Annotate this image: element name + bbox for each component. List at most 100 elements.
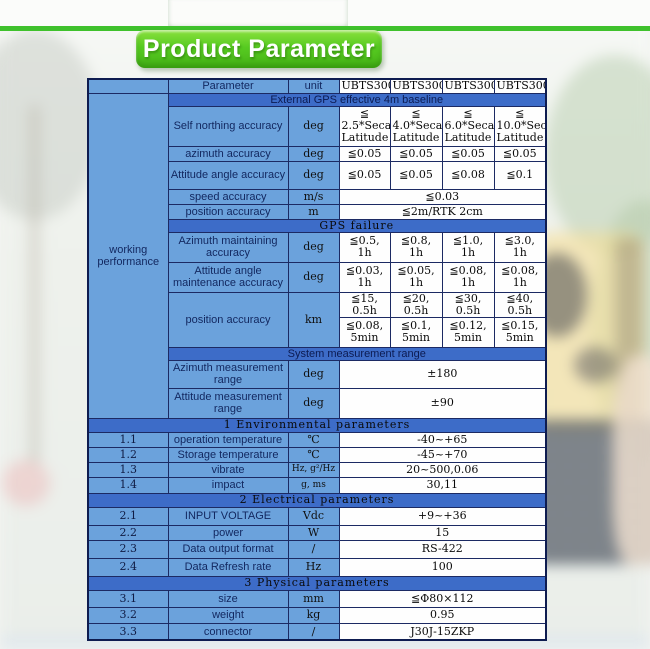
row-2-3: 2.3 Data output format / RS-422: [87, 539, 547, 559]
row-position-accuracy-m: position accuracy m ≦2m/RTK 2cm: [88, 203, 547, 220]
index-cell: 1.2: [87, 446, 169, 463]
index-cell: 2.2: [87, 524, 169, 541]
spec-table: Parameter unit UBTS300A UBTS300B UBTS300…: [87, 78, 547, 642]
index-cell: 1.3: [87, 461, 169, 478]
value-cell: ±180: [338, 359, 547, 389]
unit-cell: deg: [287, 160, 340, 190]
value-cell: ≦0.08, 5min: [338, 316, 391, 348]
row-self-northing: Self northing accuracy deg ≦2.5*Secant L…: [88, 105, 547, 147]
param-cell: Azimuth measurement range: [167, 359, 289, 389]
param-cell: position accuracy: [167, 291, 289, 348]
unit-cell: ℃: [287, 446, 340, 463]
value-cell: 30,11: [338, 476, 547, 494]
model-header-cell: UBTS300D: [493, 78, 547, 94]
unit-cell: Hz, g²/Hz: [287, 461, 340, 478]
green-tab: [168, 0, 348, 30]
unit-cell: deg: [287, 105, 340, 147]
value-cell: ≦0.05, 1h: [389, 261, 443, 293]
value-cell: ≦0.08, 1h: [493, 261, 547, 293]
param-cell: position accuracy: [167, 203, 289, 220]
unit-cell: /: [287, 539, 340, 559]
row-position-accuracy-km-2: ≦0.08, 5min ≦0.1, 5min ≦0.12, 5min ≦0.15…: [88, 316, 547, 348]
index-cell: 2.1: [87, 506, 169, 526]
row-position-accuracy-km-1: position accuracy km ≦15, 0.5h ≦20, 0.5h…: [88, 291, 547, 348]
row-1-2: 1.2 Storage temperature ℃ -45~+70: [87, 446, 547, 463]
unit-cell: m/s: [287, 188, 340, 205]
param-cell: operation temperature: [167, 431, 289, 448]
row-attitude-maintenance: Attitude angle maintenance accuracy deg …: [88, 261, 547, 293]
value-cell: ≦3.0, 1h: [493, 231, 547, 263]
unit-cell: deg: [287, 231, 340, 263]
parameter-header-cell: Parameter: [167, 78, 289, 94]
value-cell: ≦0.08, 1h: [441, 261, 495, 293]
param-cell: speed accuracy: [167, 188, 289, 205]
param-cell: INPUT VOLTAGE: [167, 506, 289, 526]
index-cell: 2.4: [87, 557, 169, 577]
row-3-1: 3.1 size mm ≦Φ80×112: [87, 589, 547, 608]
param-cell: Azimuth maintaining accuracy: [167, 231, 289, 263]
value-cell: J30J-15ZKP: [338, 622, 547, 641]
row-3-2: 3.2 weight kg 0.95: [87, 606, 547, 624]
value-cell: ≦0.08: [441, 160, 495, 190]
green-divider-line: [0, 26, 650, 31]
value-cell: ≦2m/RTK 2cm: [338, 203, 547, 220]
pink-flower-blur: [2, 460, 50, 506]
param-cell: Storage temperature: [167, 446, 289, 463]
param-cell: size: [167, 589, 289, 608]
value-cell: ≦0.05: [389, 145, 443, 162]
unit-cell: kg: [287, 606, 340, 624]
value-cell: ≦6.0*Secant Latitude: [441, 105, 495, 147]
value-cell: ≦2.5*Secant Latitude: [338, 105, 391, 147]
unit-cell: ℃: [287, 431, 340, 448]
value-cell: ≦Φ80×112: [338, 589, 547, 608]
value-cell: ≦0.8, 1h: [389, 231, 443, 263]
row-azimuth-accuracy: azimuth accuracy deg ≦0.05 ≦0.05 ≦0.05 ≦…: [88, 145, 547, 162]
section-environmental: 1 Environmental parameters: [87, 417, 547, 433]
param-cell: power: [167, 524, 289, 541]
tripod-pole: [30, 105, 39, 465]
param-cell: Attitude angle accuracy: [167, 160, 289, 190]
row-azimuth-range: Azimuth measurement range deg ±180: [88, 359, 547, 389]
value-cell: ≦15, 0.5h: [338, 291, 391, 318]
section-electrical: 2 Electrical parameters: [87, 492, 547, 508]
instrument-knob: [574, 347, 616, 383]
section-label: 1 Environmental parameters: [87, 417, 547, 433]
value-cell: ≦0.03: [338, 188, 547, 205]
row-2-4: 2.4 Data Refresh rate Hz 100: [87, 557, 547, 577]
row-2-2: 2.2 power W 15: [87, 524, 547, 541]
value-cell: ≦40, 0.5h: [493, 291, 547, 318]
index-cell: 2.3: [87, 539, 169, 559]
section-system-range: System measurement range: [88, 346, 547, 361]
row-azimuth-maintaining: Azimuth maintaining accuracy deg ≦0.5, 1…: [88, 231, 547, 263]
param-cell: weight: [167, 606, 289, 624]
value-cell: ≦4.0*Secant Latitude: [389, 105, 443, 147]
param-cell: azimuth accuracy: [167, 145, 289, 162]
value-cell: RS-422: [338, 539, 547, 559]
unit-cell: deg: [287, 145, 340, 162]
index-cell: 3.2: [87, 606, 169, 624]
row-2-1: 2.1 INPUT VOLTAGE Vdc +9~+36: [87, 506, 547, 526]
value-cell: ≦0.03, 1h: [338, 261, 391, 293]
operator-hand: [612, 355, 650, 565]
value-cell: 15: [338, 524, 547, 541]
row-attitude-range: Attitude measurement range deg ±90: [88, 387, 547, 419]
value-cell: ±90: [338, 387, 547, 419]
unit-cell: /: [287, 622, 340, 641]
value-cell: 0.95: [338, 606, 547, 624]
model-header-cell: UBTS300B: [389, 78, 443, 94]
value-cell: ≦0.1, 5min: [389, 316, 443, 348]
section-label: GPS failure: [167, 218, 547, 233]
unit-cell: mm: [287, 589, 340, 608]
corner-cell: [87, 78, 169, 94]
value-cell: ≦0.15, 5min: [493, 316, 547, 348]
value-cell: ≦0.1: [493, 160, 547, 190]
param-cell: connector: [167, 622, 289, 641]
value-cell: ≦0.05: [441, 145, 495, 162]
param-cell: Attitude angle maintenance accuracy: [167, 261, 289, 293]
param-cell: impact: [167, 476, 289, 494]
table-header-row: Parameter unit UBTS300A UBTS300B UBTS300…: [87, 78, 547, 94]
unit-cell: deg: [287, 387, 340, 419]
param-cell: Data Refresh rate: [167, 557, 289, 577]
value-cell: ≦20, 0.5h: [389, 291, 443, 318]
unit-header-cell: unit: [287, 78, 340, 94]
